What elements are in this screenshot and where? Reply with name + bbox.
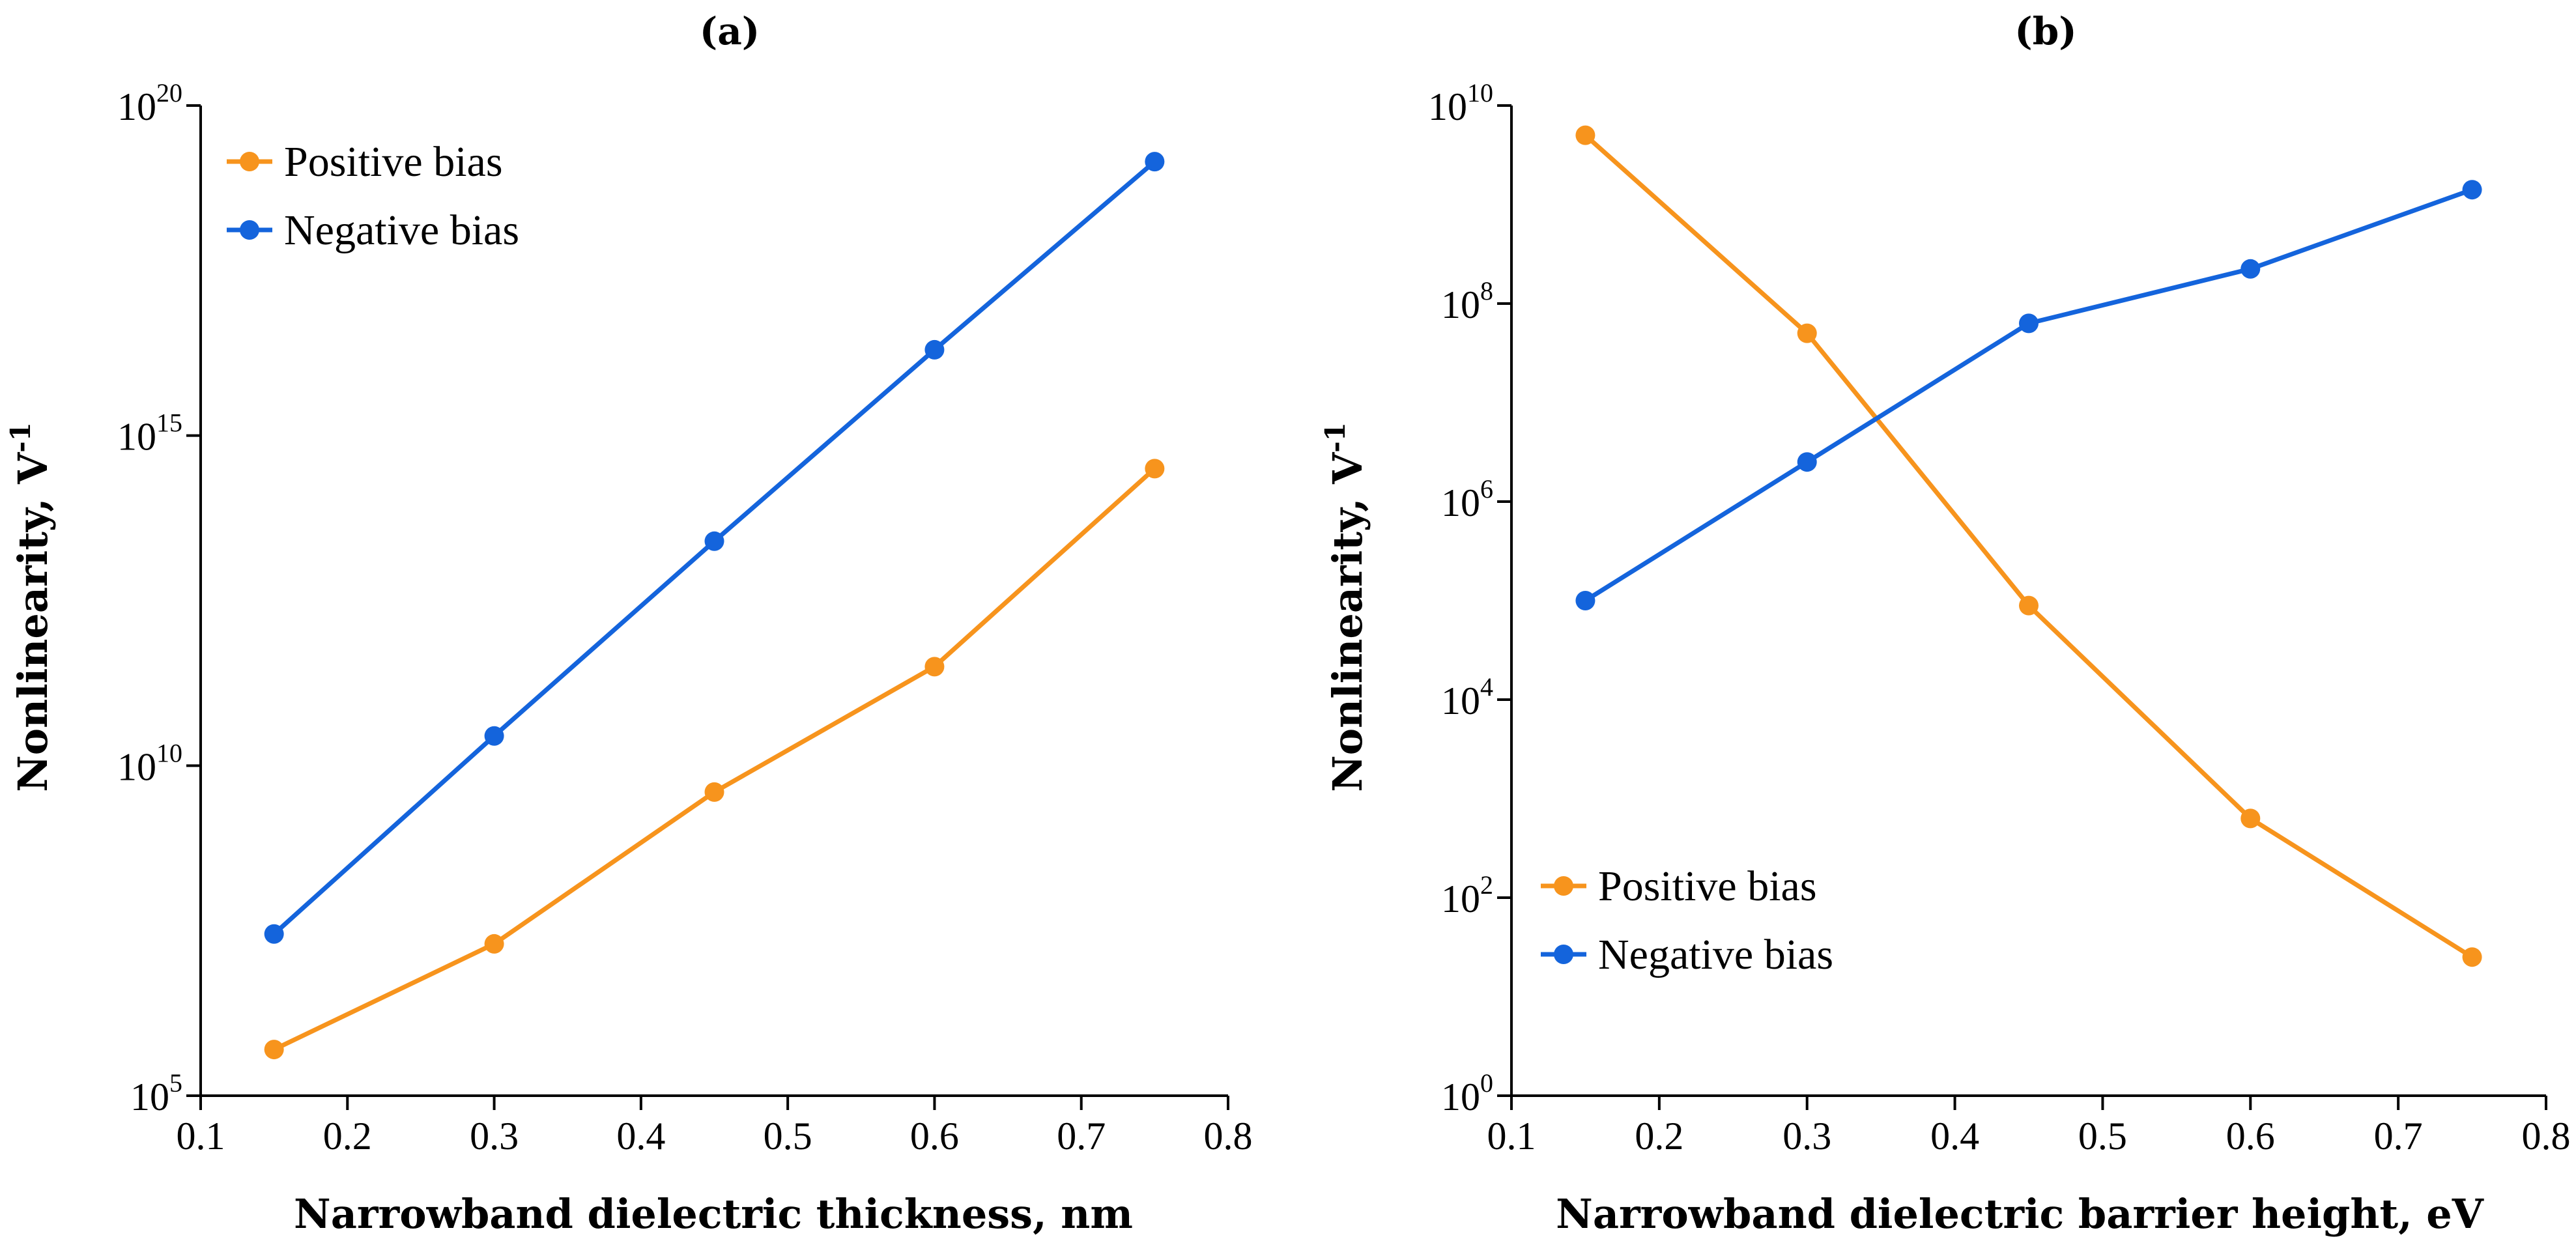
data-point-positive-bias [1145,459,1165,479]
legend-marker-negative-bias [1554,945,1573,964]
x-tick-label: 0.6 [910,1115,959,1158]
x-axis-title: Narrowband dielectric thickness, nm [294,1190,1133,1238]
legend-label-positive-bias: Positive bias [284,138,503,186]
y-tick-base: 10 [1441,481,1480,524]
y-tick-base: 10 [117,85,156,128]
x-tick-label: 0.3 [470,1115,519,1158]
data-point-negative-bias [2462,180,2482,200]
chart-panel-a: (a)0.1 0.2 0.3 0.4 0.5 0.6 0.7 0.81051010101510… [5,9,1253,1238]
chart-panel-b: (b)0.1 0.2 0.3 0.4 0.5 0.6 0.7 0.81001021041061… [1319,9,2571,1238]
data-point-negative-bias [1797,452,1817,472]
x-tick-label: 0.8 [1204,1115,1253,1158]
y-tick-exponent: 8 [1480,276,1493,306]
x-tick-label: 0.5 [764,1115,812,1158]
y-axis-title: Nonlinearity, V-1 [5,422,57,792]
y-tick-label: 1020 [117,78,182,128]
data-point-positive-bias [264,1040,284,1060]
legend-marker-negative-bias [240,220,259,240]
data-point-positive-bias [484,933,504,954]
y-tick-exponent: 5 [169,1068,182,1098]
data-point-negative-bias [1575,591,1596,610]
y-tick-exponent: 10 [156,738,182,767]
y-tick-label: 108 [1441,276,1493,326]
y-axis-title-superscript: -1 [5,422,36,453]
y-tick-exponent: 0 [1480,1068,1493,1098]
legend-marker-positive-bias [240,152,259,171]
y-tick-label: 1015 [117,408,182,459]
data-point-positive-bias [2240,808,2261,829]
x-tick-label: 0.2 [323,1115,372,1158]
legend: Positive bias Negative bias [227,138,519,254]
x-tick-label: 0.6 [2226,1115,2275,1158]
y-axis-title-main: Nonlinearity, V [1324,452,1371,792]
y-tick-label: 1010 [1428,78,1493,128]
series-line-positive-bias [273,466,1156,1052]
y-tick-base: 10 [117,745,156,788]
data-point-positive-bias [2019,595,2039,616]
x-tick-label: 0.7 [1057,1115,1106,1158]
y-tick-exponent: 15 [156,408,182,438]
x-tick-label: 0.8 [2522,1115,2571,1158]
x-tick-label: 0.3 [1782,1115,1831,1158]
y-tick-label: 1010 [117,738,182,788]
series-line-positive-bias [1584,133,2474,960]
y-tick-base: 10 [1428,85,1467,128]
x-tick-label: 0.1 [177,1115,225,1158]
data-point-negative-bias [264,924,284,944]
x-tick-label: 0.5 [2078,1115,2127,1158]
y-tick-label: 102 [1441,870,1493,920]
y-axis-title: Nonlinearity, V-1 [1319,422,1371,792]
data-point-positive-bias [2462,947,2482,967]
data-point-positive-bias [704,782,724,802]
panel-label: (b) [2014,9,2076,53]
legend-label-positive-bias: Positive bias [1598,862,1817,910]
legend-label-negative-bias: Negative bias [284,207,519,254]
data-point-negative-bias [2019,313,2039,334]
y-tick-label: 106 [1441,474,1493,524]
x-tick-label: 0.2 [1635,1115,1683,1158]
data-point-negative-bias [924,339,945,360]
x-axis-title: Narrowband dielectric barrier height, eV [1556,1190,2484,1238]
y-axis-title-main: Nonlinearity, V [9,452,57,792]
data-point-negative-bias [2240,259,2261,279]
data-point-positive-bias [924,657,945,677]
data-point-negative-bias [484,726,504,746]
y-axis-title-superscript: -1 [1319,422,1351,453]
data-point-negative-bias [1145,152,1165,172]
y-tick-exponent: 10 [1467,78,1493,107]
legend: Positive bias Negative bias [1541,862,1833,978]
panel-label: (a) [700,9,760,53]
data-point-negative-bias [704,531,724,551]
y-tick-base: 10 [117,416,156,459]
y-tick-label: 105 [130,1068,182,1119]
x-tick-label: 0.4 [616,1115,665,1158]
y-tick-exponent: 2 [1480,870,1493,900]
y-tick-base: 10 [1441,877,1480,920]
y-tick-base: 10 [130,1076,169,1119]
data-point-positive-bias [1797,323,1817,343]
y-tick-exponent: 6 [1480,474,1493,504]
y-tick-label: 100 [1441,1068,1493,1119]
legend-label-negative-bias: Negative bias [1598,931,1833,978]
x-tick-label: 0.7 [2374,1115,2423,1158]
x-tick-label: 0.1 [1487,1115,1536,1158]
y-tick-label: 104 [1441,672,1493,722]
y-tick-base: 10 [1441,1076,1480,1119]
y-tick-exponent: 20 [156,78,182,107]
legend-marker-positive-bias [1554,876,1573,896]
y-tick-exponent: 4 [1480,672,1493,702]
y-tick-base: 10 [1441,679,1480,722]
data-point-positive-bias [1575,125,1596,145]
x-tick-label: 0.4 [1930,1115,1979,1158]
y-tick-base: 10 [1441,283,1480,326]
